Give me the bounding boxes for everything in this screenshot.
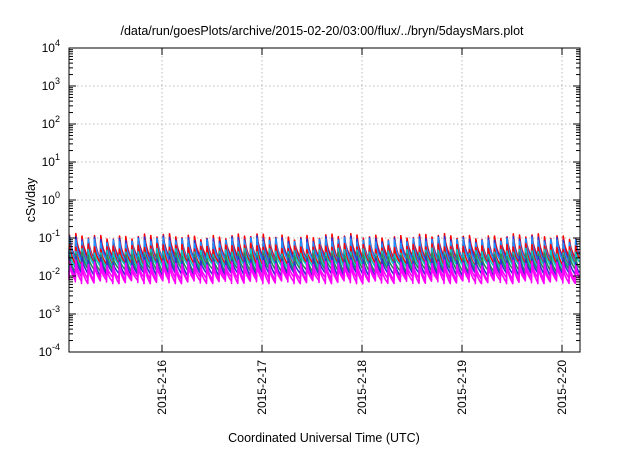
y-axis-title: cSv/day [24,177,38,222]
y-tick-label: 10-4 [39,342,60,359]
x-tick-label: 2015-2-17 [255,360,269,415]
x-tick-label: 2015-2-19 [455,360,469,415]
x-axis-title: Coordinated Universal Time (UTC) [228,431,420,445]
x-tick-label: 2015-2-18 [355,360,369,415]
grid-layer [69,48,580,352]
y-tick-label: 102 [42,114,60,131]
series-layer [68,232,580,285]
x-tick-label: 2015-2-20 [555,360,569,415]
chart-title: /data/run/goesPlots/archive/2015-02-20/0… [120,24,524,38]
y-tick-label: 10-2 [39,266,60,283]
y-tick-label: 10-1 [39,228,60,245]
y-tick-label: 10-3 [39,304,60,321]
x-tick-label: 2015-2-16 [155,360,169,415]
y-tick-label: 103 [42,76,60,93]
y-tick-label: 104 [42,38,60,55]
tick-layer: 10-4 10-3 10-2 10-1 100 101 102 103 104 2015-2-16… [39,38,580,415]
y-tick-label: 101 [42,152,60,169]
y-tick-label: 100 [42,190,60,207]
series-line [68,262,580,285]
